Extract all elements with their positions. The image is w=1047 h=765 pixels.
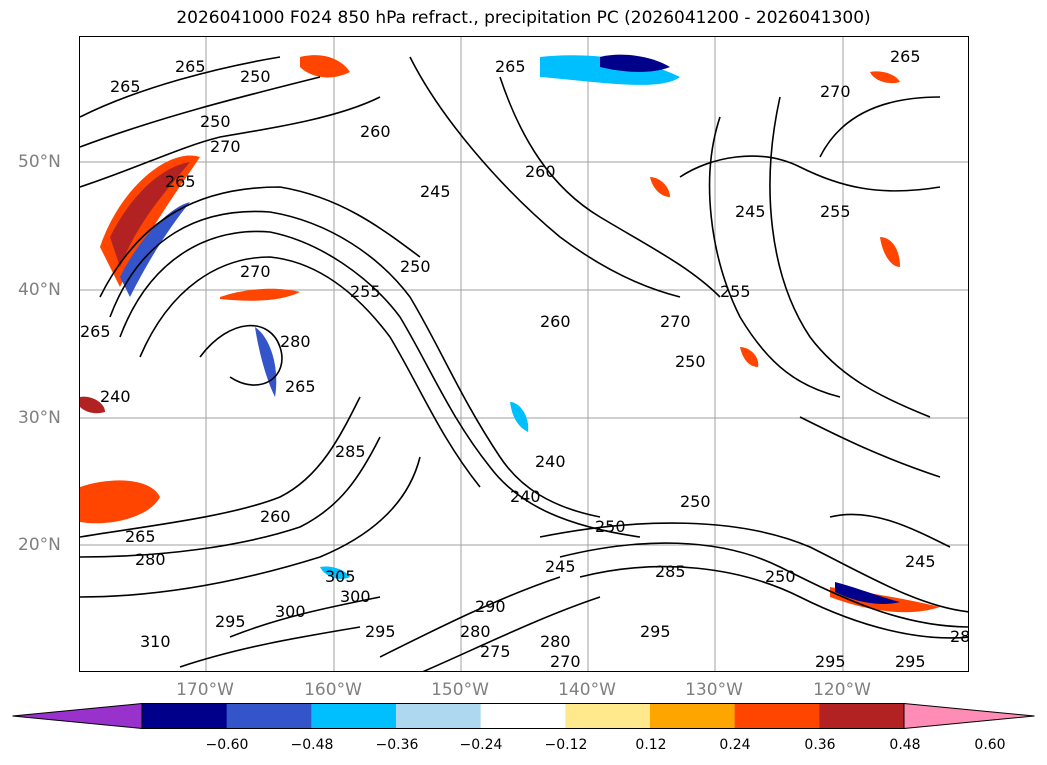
lon-label-130w: 130°W [685, 680, 743, 700]
contour-label: 295 [365, 622, 396, 641]
contour-label: 240 [100, 387, 131, 406]
contour-label: 280 [460, 622, 491, 641]
contour-label: 250 [765, 567, 796, 586]
contour-label: 285 [655, 562, 686, 581]
contour-label: 255 [820, 202, 851, 221]
contour-label: 250 [400, 257, 431, 276]
colorbar-segment [480, 703, 566, 729]
contour-label: 280 [950, 627, 969, 646]
colorbar-tick: −0.36 [375, 737, 419, 753]
contour-label: 300 [275, 602, 306, 621]
contour-label: 270 [240, 262, 271, 281]
contour-label: 260 [360, 122, 391, 141]
colorbar-tick: −0.24 [459, 737, 503, 753]
contour-label: 265 [110, 77, 141, 96]
lat-label-40n: 40°N [18, 280, 61, 300]
contour-label: 270 [820, 82, 851, 101]
lon-label-160w: 160°W [304, 680, 362, 700]
colorbar-extend-max [904, 703, 1035, 729]
contour-label: 295 [215, 612, 246, 631]
contour-label: 265 [495, 57, 526, 76]
contour-label: 265 [285, 377, 316, 396]
refractivity-contours [80, 56, 968, 671]
lat-label-50n: 50°N [18, 152, 61, 172]
colorbar-extend-min [12, 703, 142, 729]
contour-label: 265 [890, 47, 921, 66]
colorbar-tick: 0.36 [804, 737, 836, 753]
contour-label: 250 [595, 517, 626, 536]
colorbar-tick: 0.12 [635, 737, 667, 753]
contour-label: 245 [545, 557, 576, 576]
colorbar-segment [565, 703, 651, 729]
colorbar-segment [396, 703, 482, 729]
contour-label: 305 [325, 567, 356, 586]
contour-label: 285 [335, 442, 366, 461]
colorbar-segment [226, 703, 312, 729]
lon-label-120w: 120°W [813, 680, 871, 700]
map-canvas: 265 265 250 265 250 270 260 265 260 245 … [80, 37, 969, 671]
map-title: 2026041000 F024 850 hPa refract., precip… [176, 8, 871, 28]
contour-label: 275 [480, 642, 511, 661]
contour-label: 245 [735, 202, 766, 221]
contour-label-group: 265 265 250 265 250 270 260 265 260 245 … [80, 47, 969, 671]
lon-label-170w: 170°W [176, 680, 234, 700]
graticule [80, 37, 968, 671]
colorbar [12, 703, 1035, 729]
contour-label: 280 [280, 332, 311, 351]
contour-label: 310 [140, 632, 171, 651]
colorbar-segment [819, 703, 905, 729]
colorbar-segment [142, 703, 228, 729]
contour-label: 260 [525, 162, 556, 181]
colorbar-segment [311, 703, 397, 729]
colorbar-tick: 0.24 [719, 737, 751, 753]
colorbar-segment [734, 703, 820, 729]
contour-label: 240 [535, 452, 566, 471]
contour-label: 245 [420, 182, 451, 201]
precipitation-fill [80, 54, 940, 613]
contour-label: 250 [200, 112, 231, 131]
colorbar-tick: −0.60 [205, 737, 249, 753]
contour-label: 265 [165, 172, 196, 191]
lon-label-140w: 140°W [558, 680, 616, 700]
contour-label: 255 [350, 282, 381, 301]
contour-label: 295 [895, 652, 926, 671]
contour-label: 250 [675, 352, 706, 371]
contour-label: 255 [720, 282, 751, 301]
lon-label-150w: 150°W [431, 680, 489, 700]
contour-label: 270 [660, 312, 691, 331]
colorbar-tick: 0.60 [974, 737, 1006, 753]
contour-label: 270 [210, 137, 241, 156]
contour-label: 295 [815, 652, 846, 671]
colorbar-segment [650, 703, 736, 729]
contour-label: 245 [905, 552, 936, 571]
contour-label: 265 [80, 322, 111, 341]
contour-label: 265 [125, 527, 156, 546]
contour-label: 260 [260, 507, 291, 526]
contour-label: 250 [680, 492, 711, 511]
contour-label: 260 [540, 312, 571, 331]
contour-label: 295 [640, 622, 671, 641]
contour-label: 270 [550, 652, 581, 671]
colorbar-tick: −0.48 [290, 737, 334, 753]
lat-label-30n: 30°N [18, 408, 61, 428]
colorbar-tick: 0.48 [889, 737, 921, 753]
contour-label: 280 [540, 632, 571, 651]
contour-label: 265 [175, 57, 206, 76]
contour-label: 240 [510, 487, 541, 506]
lat-label-20n: 20°N [18, 535, 61, 555]
contour-label: 280 [135, 550, 166, 569]
colorbar-tick: −0.12 [544, 737, 588, 753]
contour-label: 250 [240, 67, 271, 86]
map-panel[interactable]: 265 265 250 265 250 270 260 265 260 245 … [79, 36, 969, 672]
contour-label: 300 [340, 587, 371, 606]
contour-label: 290 [475, 597, 506, 616]
